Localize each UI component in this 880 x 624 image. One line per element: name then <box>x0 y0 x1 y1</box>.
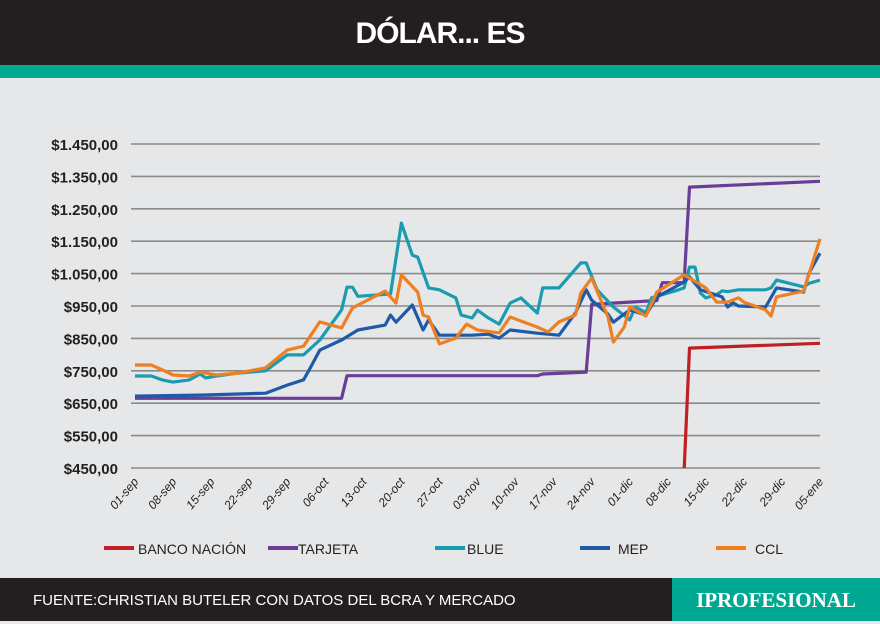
legend-label: CCL <box>755 541 783 557</box>
y-tick-label: $1.450,00 <box>51 137 118 154</box>
series-line-banco-nación <box>682 341 821 468</box>
x-tick-label: 27-oct <box>413 474 446 510</box>
source-note: FUENTE:CHRISTIAN BUTELER CON DATOS DEL B… <box>0 578 672 621</box>
legend-label: BLUE <box>467 541 504 557</box>
y-tick-label: $650,00 <box>64 396 118 413</box>
x-tick-label: 08-dic <box>642 475 674 509</box>
y-tick-label: $850,00 <box>64 331 118 348</box>
x-tick-label: 03-nov <box>449 474 484 512</box>
legend-label: MEP <box>618 541 648 557</box>
y-tick-label: $1.250,00 <box>51 202 118 219</box>
series-line-mep <box>134 252 822 398</box>
x-tick-label: 01-sep <box>107 475 142 512</box>
x-tick-label: 20-oct <box>375 474 408 510</box>
x-tick-label: 13-oct <box>337 474 370 509</box>
x-tick-label: 29-dic <box>756 475 788 510</box>
x-tick-label: 22-dic <box>718 475 750 510</box>
accent-band <box>0 65 880 78</box>
x-tick-label: 05-ene <box>792 475 827 513</box>
x-tick-label: 24-nov <box>563 474 599 513</box>
y-tick-label: $750,00 <box>64 364 118 381</box>
x-tick-label: 08-sep <box>145 475 180 512</box>
x-tick-label: 01-dic <box>604 475 636 509</box>
series-line-ccl <box>135 238 822 378</box>
y-tick-label: $1.350,00 <box>51 169 118 186</box>
series-line-tarjeta <box>135 179 821 400</box>
legend-label: TARJETA <box>298 541 359 557</box>
x-tick-label: 17-nov <box>526 474 561 512</box>
page-title: DÓLAR... ES <box>0 0 880 65</box>
x-tick-label: 15-sep <box>183 475 218 512</box>
y-tick-label: $1.150,00 <box>51 234 118 251</box>
line-chart: $450,00 $550,00 $650,00 $750,00 $850,00 $950,… <box>51 137 827 557</box>
y-tick-label: $450,00 <box>64 461 118 478</box>
y-tick-label: $950,00 <box>64 299 118 316</box>
legend-label: BANCO NACIÓN <box>138 541 246 557</box>
x-tick-label: 15-dic <box>680 475 712 509</box>
x-tick-label: 10-nov <box>488 474 523 512</box>
y-tick-label: $1.050,00 <box>51 267 118 284</box>
x-tick-label: 06-oct <box>299 474 332 509</box>
x-tick-label: 29-sep <box>259 475 294 513</box>
x-tick-label: 22-sep <box>221 475 256 513</box>
brand-logo: IPROFESIONAL <box>672 578 880 621</box>
y-tick-label: $550,00 <box>64 429 118 446</box>
